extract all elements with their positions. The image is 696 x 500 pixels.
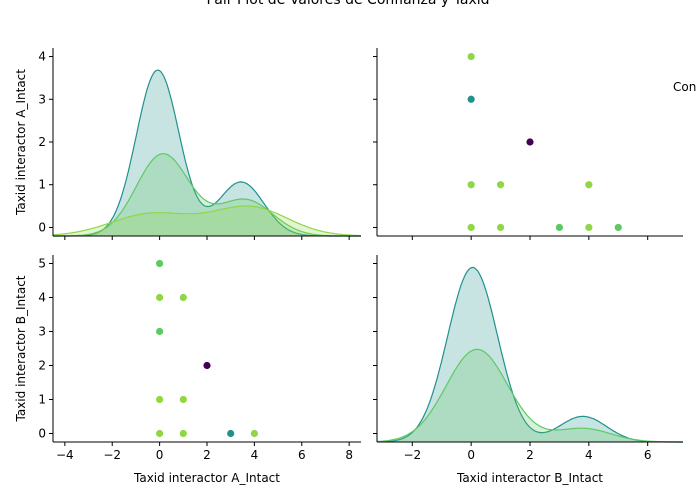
kde-fill-teal: [53, 70, 361, 236]
scatter-point: [156, 259, 164, 268]
x-axis-label-a: Taxid interactor A_Intact: [133, 471, 280, 485]
x-tick-label: 4: [585, 448, 593, 462]
x-tick-label: 0: [156, 448, 164, 462]
scatter-point: [227, 429, 235, 438]
y-axis-label-b: Taxid interactor B_Intact: [14, 275, 28, 422]
chart-title: Pair Plot de Valores de Confianza y Taxi…: [206, 0, 489, 8]
scatter-point: [467, 52, 475, 61]
scatter-point: [179, 429, 187, 438]
y-tick-label: 1: [38, 393, 46, 407]
y-tick-label: 4: [38, 291, 46, 305]
scatter-point: [467, 95, 475, 103]
scatter-point: [555, 223, 564, 232]
scatter-point: [496, 181, 505, 189]
kde-fill-green: [53, 153, 361, 236]
scatter-point: [467, 223, 475, 232]
kde-fill-teal: [377, 267, 683, 442]
scatter-point: [526, 138, 534, 146]
scatter-point: [179, 395, 187, 404]
scatter-point: [250, 429, 258, 438]
y-tick-label: 2: [38, 135, 46, 149]
x-tick-label: −4: [56, 448, 74, 462]
x-tick-label: 2: [203, 448, 211, 462]
x-tick-label: 6: [644, 448, 652, 462]
scatter-point: [179, 293, 187, 302]
kde-line-teal: [377, 266, 683, 443]
x-tick-label: −2: [403, 448, 421, 462]
scatter-point: [203, 361, 211, 370]
y-tick-label: 0: [38, 220, 46, 234]
legend-title: Con: [673, 80, 696, 94]
scatter-point: [496, 223, 505, 232]
scatter-point: [156, 429, 164, 438]
scatter-point: [156, 293, 164, 302]
scatter-point: [467, 181, 475, 189]
x-tick-label: 2: [526, 448, 534, 462]
y-tick-label: 3: [38, 92, 46, 106]
x-tick-label: 0: [467, 448, 475, 462]
kde-fill-lime: [53, 206, 361, 236]
y-tick-label: 4: [38, 50, 46, 64]
kde-line-green: [376, 348, 683, 443]
scatter-point: [585, 181, 593, 189]
kde-line-green: [53, 153, 361, 237]
scatter-point: [156, 327, 164, 336]
x-tick-label: 8: [345, 448, 353, 462]
x-axis-label-b: Taxid interactor B_Intact: [456, 471, 603, 485]
kde-fill-green: [377, 349, 683, 442]
y-axis-label-a: Taxid interactor A_Intact: [14, 69, 28, 216]
y-tick-label: 5: [38, 257, 46, 271]
kde-line-lime: [52, 205, 361, 237]
scatter-point: [156, 395, 164, 404]
y-tick-label: 3: [38, 325, 46, 339]
scatter-point: [585, 223, 593, 232]
panels-group: 0 1 2 3 4 Taxid interactor A_Intact 0 1 2 3 4 5 −4 −2…: [14, 48, 683, 485]
x-tick-label: 4: [251, 448, 259, 462]
y-tick-label: 2: [38, 359, 46, 373]
y-tick-label: 1: [38, 178, 46, 192]
x-tick-label: 6: [298, 448, 306, 462]
scatter-point: [614, 223, 622, 232]
y-tick-label: 0: [38, 427, 46, 441]
x-tick-label: −2: [103, 448, 121, 462]
